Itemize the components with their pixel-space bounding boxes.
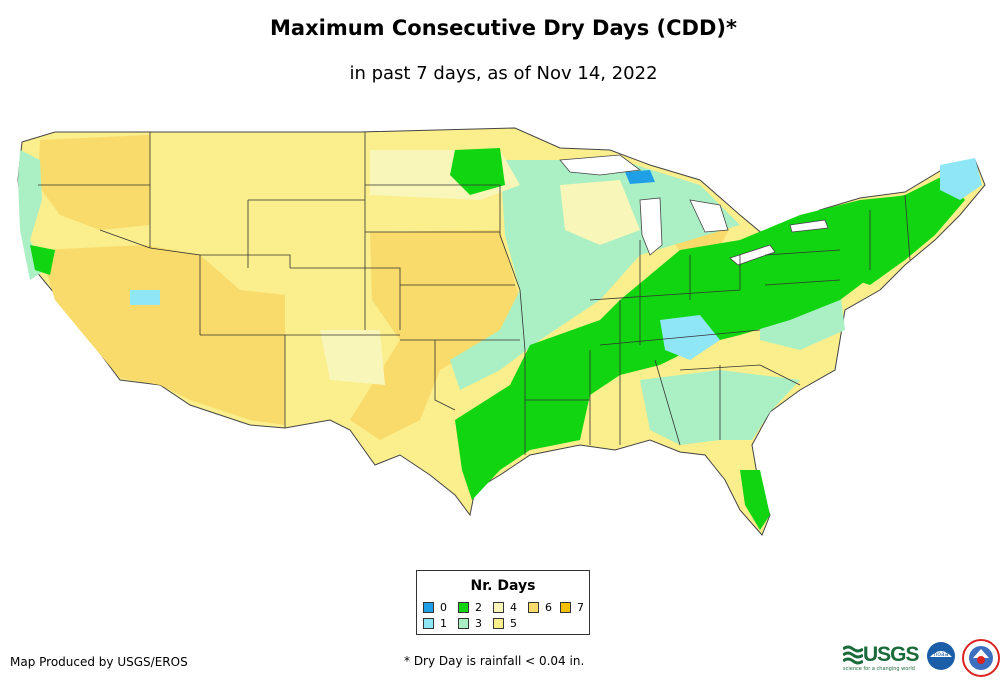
legend-item-4: 4 — [493, 601, 517, 614]
region-2day-florida — [740, 470, 770, 530]
region-6day-southwest — [40, 245, 285, 425]
region-3day-coast — [18, 150, 45, 280]
legend-swatch — [458, 602, 469, 613]
legend-item-6: 6 — [528, 601, 552, 614]
dry-day-footnote: * Dry Day is rainfall < 0.04 in. — [404, 654, 585, 668]
lake-ontario — [789, 219, 829, 233]
region-1day-maine — [940, 158, 982, 200]
region-0day-upper-mi — [625, 170, 655, 184]
legend-label: 4 — [510, 601, 517, 614]
legend-swatch — [560, 602, 571, 613]
legend-item-7: 7 — [560, 601, 584, 614]
lake-huron — [689, 199, 729, 233]
legend-swatch — [423, 618, 434, 629]
legend-title: Nr. Days — [470, 578, 536, 594]
legend-label: 2 — [475, 601, 482, 614]
usgs-tagline: science for a changing world — [843, 666, 915, 672]
legend-item-0: 0 — [423, 601, 447, 614]
usgs-wordmark: USGS — [863, 643, 920, 666]
usgs-logo: USGS science for a changing world — [843, 643, 920, 672]
map-title: Maximum Consecutive Dry Days (CDD)* — [270, 16, 737, 40]
legend-item-2: 2 — [458, 601, 482, 614]
region-1day-tennessee-valley — [660, 315, 720, 360]
map-subtitle: in past 7 days, as of Nov 14, 2022 — [349, 63, 658, 84]
legend-swatch — [528, 602, 539, 613]
usgs-waves-icon — [843, 645, 863, 665]
region-2day-northeast — [790, 175, 965, 285]
legend-label: 3 — [475, 617, 482, 630]
noaa-text: noaa — [934, 651, 949, 658]
region-2day-minnesota — [450, 148, 505, 195]
region-4day-nm — [320, 330, 385, 385]
region-6day-pacific-nw — [38, 135, 150, 230]
legend-label: 1 — [440, 617, 447, 630]
region-1day-nevada — [130, 290, 160, 305]
legend-item-5: 5 — [493, 617, 517, 630]
region-4day-wisc — [560, 180, 640, 245]
legend-swatch — [458, 618, 469, 629]
legend-swatch — [423, 602, 434, 613]
legend-label: 6 — [545, 601, 552, 614]
legend-item-1: 1 — [423, 617, 447, 630]
noaa-logo: noaa — [927, 642, 955, 670]
region-2day-south-central — [455, 195, 940, 500]
legend-item-3: 3 — [458, 617, 482, 630]
lake-erie — [729, 244, 776, 266]
legend-label: 5 — [510, 617, 517, 630]
legend-label: 7 — [577, 601, 584, 614]
region-3day-midwest — [450, 160, 740, 390]
state-boundaries — [38, 132, 911, 455]
region-6day-plains — [350, 230, 520, 440]
nws-logo — [962, 639, 1000, 677]
map-credit: Map Produced by USGS/EROS — [10, 655, 188, 669]
region-2day-ca-north — [30, 245, 55, 275]
lake-superior — [559, 154, 642, 176]
legend-swatch — [493, 602, 504, 613]
legend-swatch — [493, 618, 504, 629]
legend-label: 0 — [440, 601, 447, 614]
map-legend: Nr. Days 0 1 2 3 4 5 6 7 — [416, 570, 590, 635]
lake-michigan — [639, 197, 663, 256]
